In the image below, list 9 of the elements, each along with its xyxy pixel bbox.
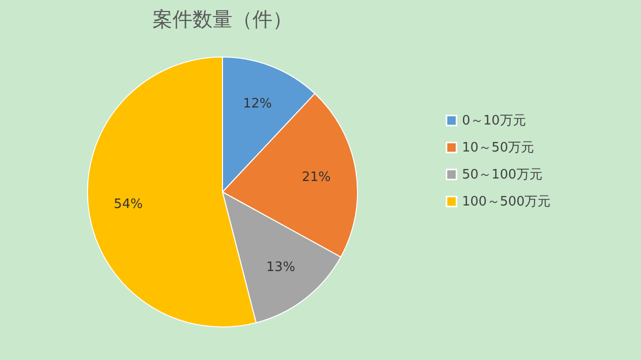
data-label: 54% [114,196,143,212]
legend-label: 50～100万元 [462,168,542,182]
data-label: 21% [302,170,331,186]
data-label: 13% [266,260,296,276]
chart-title: 案件数量（件） [152,7,292,31]
data-label: 12% [243,96,272,112]
legend-label: 10～50万元 [462,140,534,156]
legend-label: 100～500万元 [462,194,551,210]
legend-label: 0～10万元 [462,114,526,128]
